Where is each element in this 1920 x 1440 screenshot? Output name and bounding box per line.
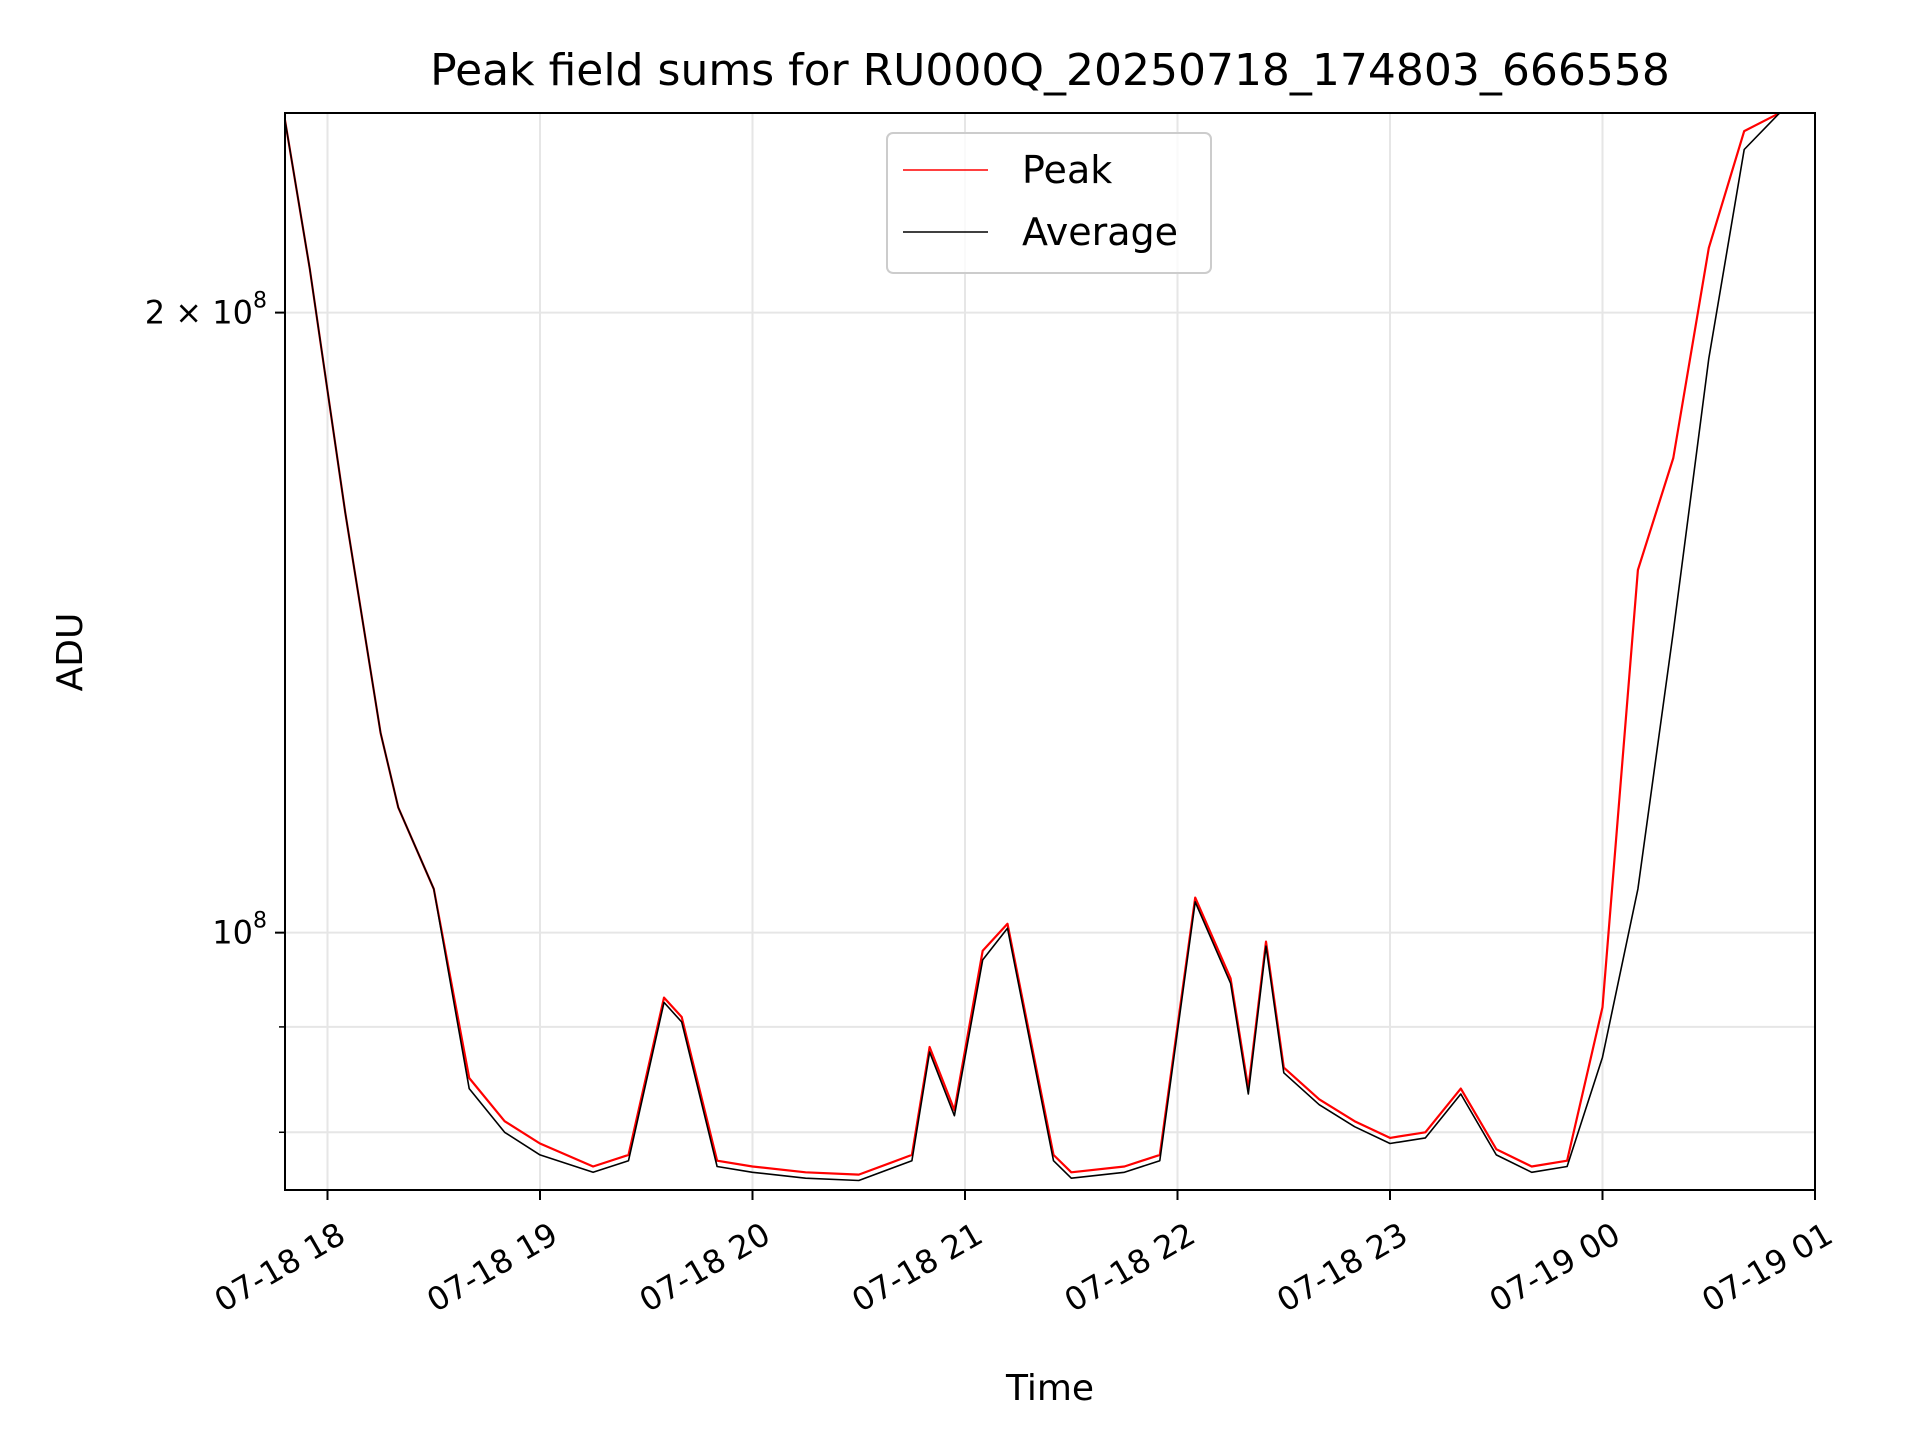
series-layer (283, 112, 1781, 1182)
legend-label-average: Average (1022, 210, 1178, 254)
y-axis: 108 2 × 108 (145, 289, 285, 1134)
chart-title: Peak field sums for RU000Q_20250718_1748… (430, 45, 1670, 96)
x-axis-label: Time (1005, 1368, 1094, 1409)
legend-label-peak: Peak (1022, 148, 1112, 192)
legend-box (886, 132, 1212, 274)
plot-frame (284, 112, 1816, 1191)
y-tick-label: 108 (212, 909, 267, 952)
y-axis-label: ADU (50, 613, 91, 692)
series-line-peak (283, 112, 1781, 1176)
series-line-average (284, 112, 1781, 1182)
y-tick-label: 2 × 108 (145, 289, 267, 332)
legend: Peak Average (886, 132, 1212, 274)
